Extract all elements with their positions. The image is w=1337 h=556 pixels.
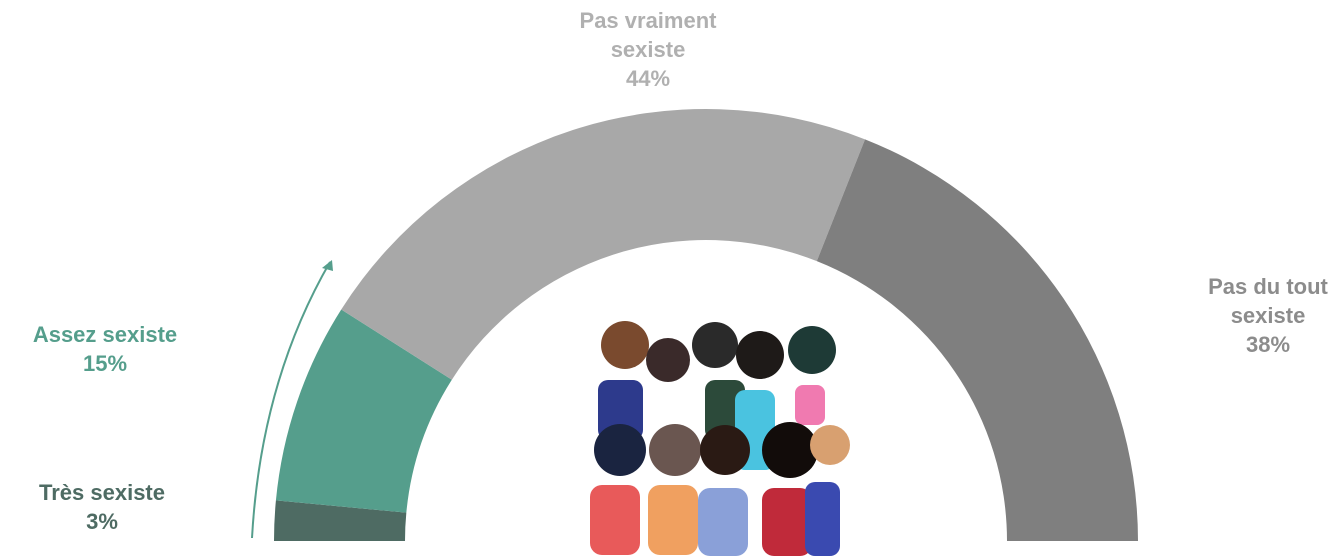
- category-name: Très sexiste: [39, 480, 165, 505]
- wedge: [341, 108, 866, 380]
- donut: [274, 108, 1138, 542]
- arrow: [251, 261, 331, 539]
- category-name: Pas vraiment sexiste: [579, 8, 717, 62]
- slice-label: Très sexiste 3%: [2, 478, 202, 536]
- value-label: 15%: [82, 351, 128, 376]
- slice-label: Pas du tout sexiste 38%: [1188, 272, 1337, 359]
- slice-label: Pas vraiment sexiste 44%: [548, 6, 748, 93]
- value-label: 3%: [86, 509, 118, 534]
- wedge: [816, 139, 1138, 542]
- category-name: Pas du tout sexiste: [1208, 274, 1328, 328]
- wedge: [274, 500, 407, 541]
- category-name: Assez sexiste: [32, 322, 178, 347]
- value-label: 38%: [1245, 332, 1291, 357]
- wedge: [275, 309, 452, 513]
- value-label: 44%: [625, 66, 671, 91]
- arrow-head: [322, 260, 333, 271]
- people-illustration: [590, 321, 850, 556]
- slice-label: Assez sexiste 15%: [0, 320, 215, 378]
